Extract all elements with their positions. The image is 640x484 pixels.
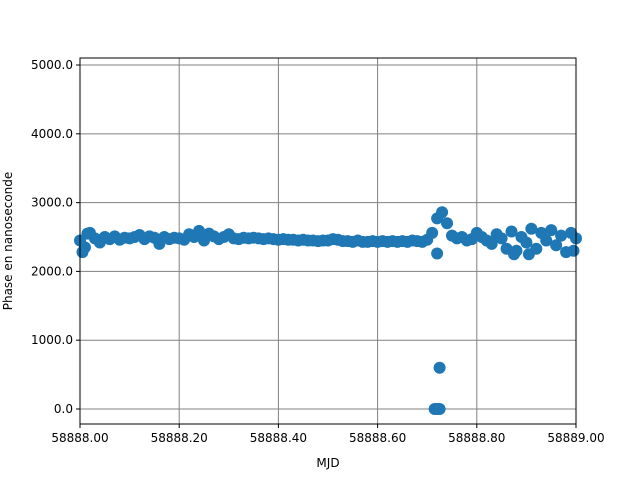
axes-frame xyxy=(79,57,577,425)
point xyxy=(555,229,568,242)
y-tick-label: 2000.0 xyxy=(31,264,73,278)
point xyxy=(508,248,520,261)
point xyxy=(567,244,580,257)
point xyxy=(505,225,518,238)
point xyxy=(545,224,558,237)
y-tick-label: 1000.0 xyxy=(31,333,73,347)
point xyxy=(495,232,508,245)
point xyxy=(540,234,553,247)
points xyxy=(74,206,582,416)
point xyxy=(441,217,454,230)
point xyxy=(76,246,89,259)
y-tick-label: 3000.0 xyxy=(31,196,73,210)
x-axis-label: MJD xyxy=(316,456,339,470)
y-axis-label: Phase en nanoseconde xyxy=(1,172,15,311)
x-tick-label: 58888.60 xyxy=(349,431,406,445)
point xyxy=(193,224,206,237)
point xyxy=(522,248,535,261)
y-tick-label: 5000.0 xyxy=(31,58,73,72)
y-tick-label: 0.0 xyxy=(54,402,73,416)
point xyxy=(426,226,439,239)
x-tick-label: 58888.00 xyxy=(51,431,108,445)
point xyxy=(433,403,446,416)
point xyxy=(525,222,538,235)
x-tick-label: 58889.00 xyxy=(547,431,604,445)
point xyxy=(436,206,449,219)
x-tick-label: 58888.80 xyxy=(448,431,505,445)
point xyxy=(433,361,446,374)
point xyxy=(81,227,94,240)
point xyxy=(550,239,563,252)
point xyxy=(520,236,533,249)
x-tick-label: 58888.20 xyxy=(151,431,208,445)
x-tick-label: 58888.40 xyxy=(250,431,307,445)
y-tick-label: 4000.0 xyxy=(31,127,73,141)
point xyxy=(431,247,444,260)
point xyxy=(485,237,498,250)
